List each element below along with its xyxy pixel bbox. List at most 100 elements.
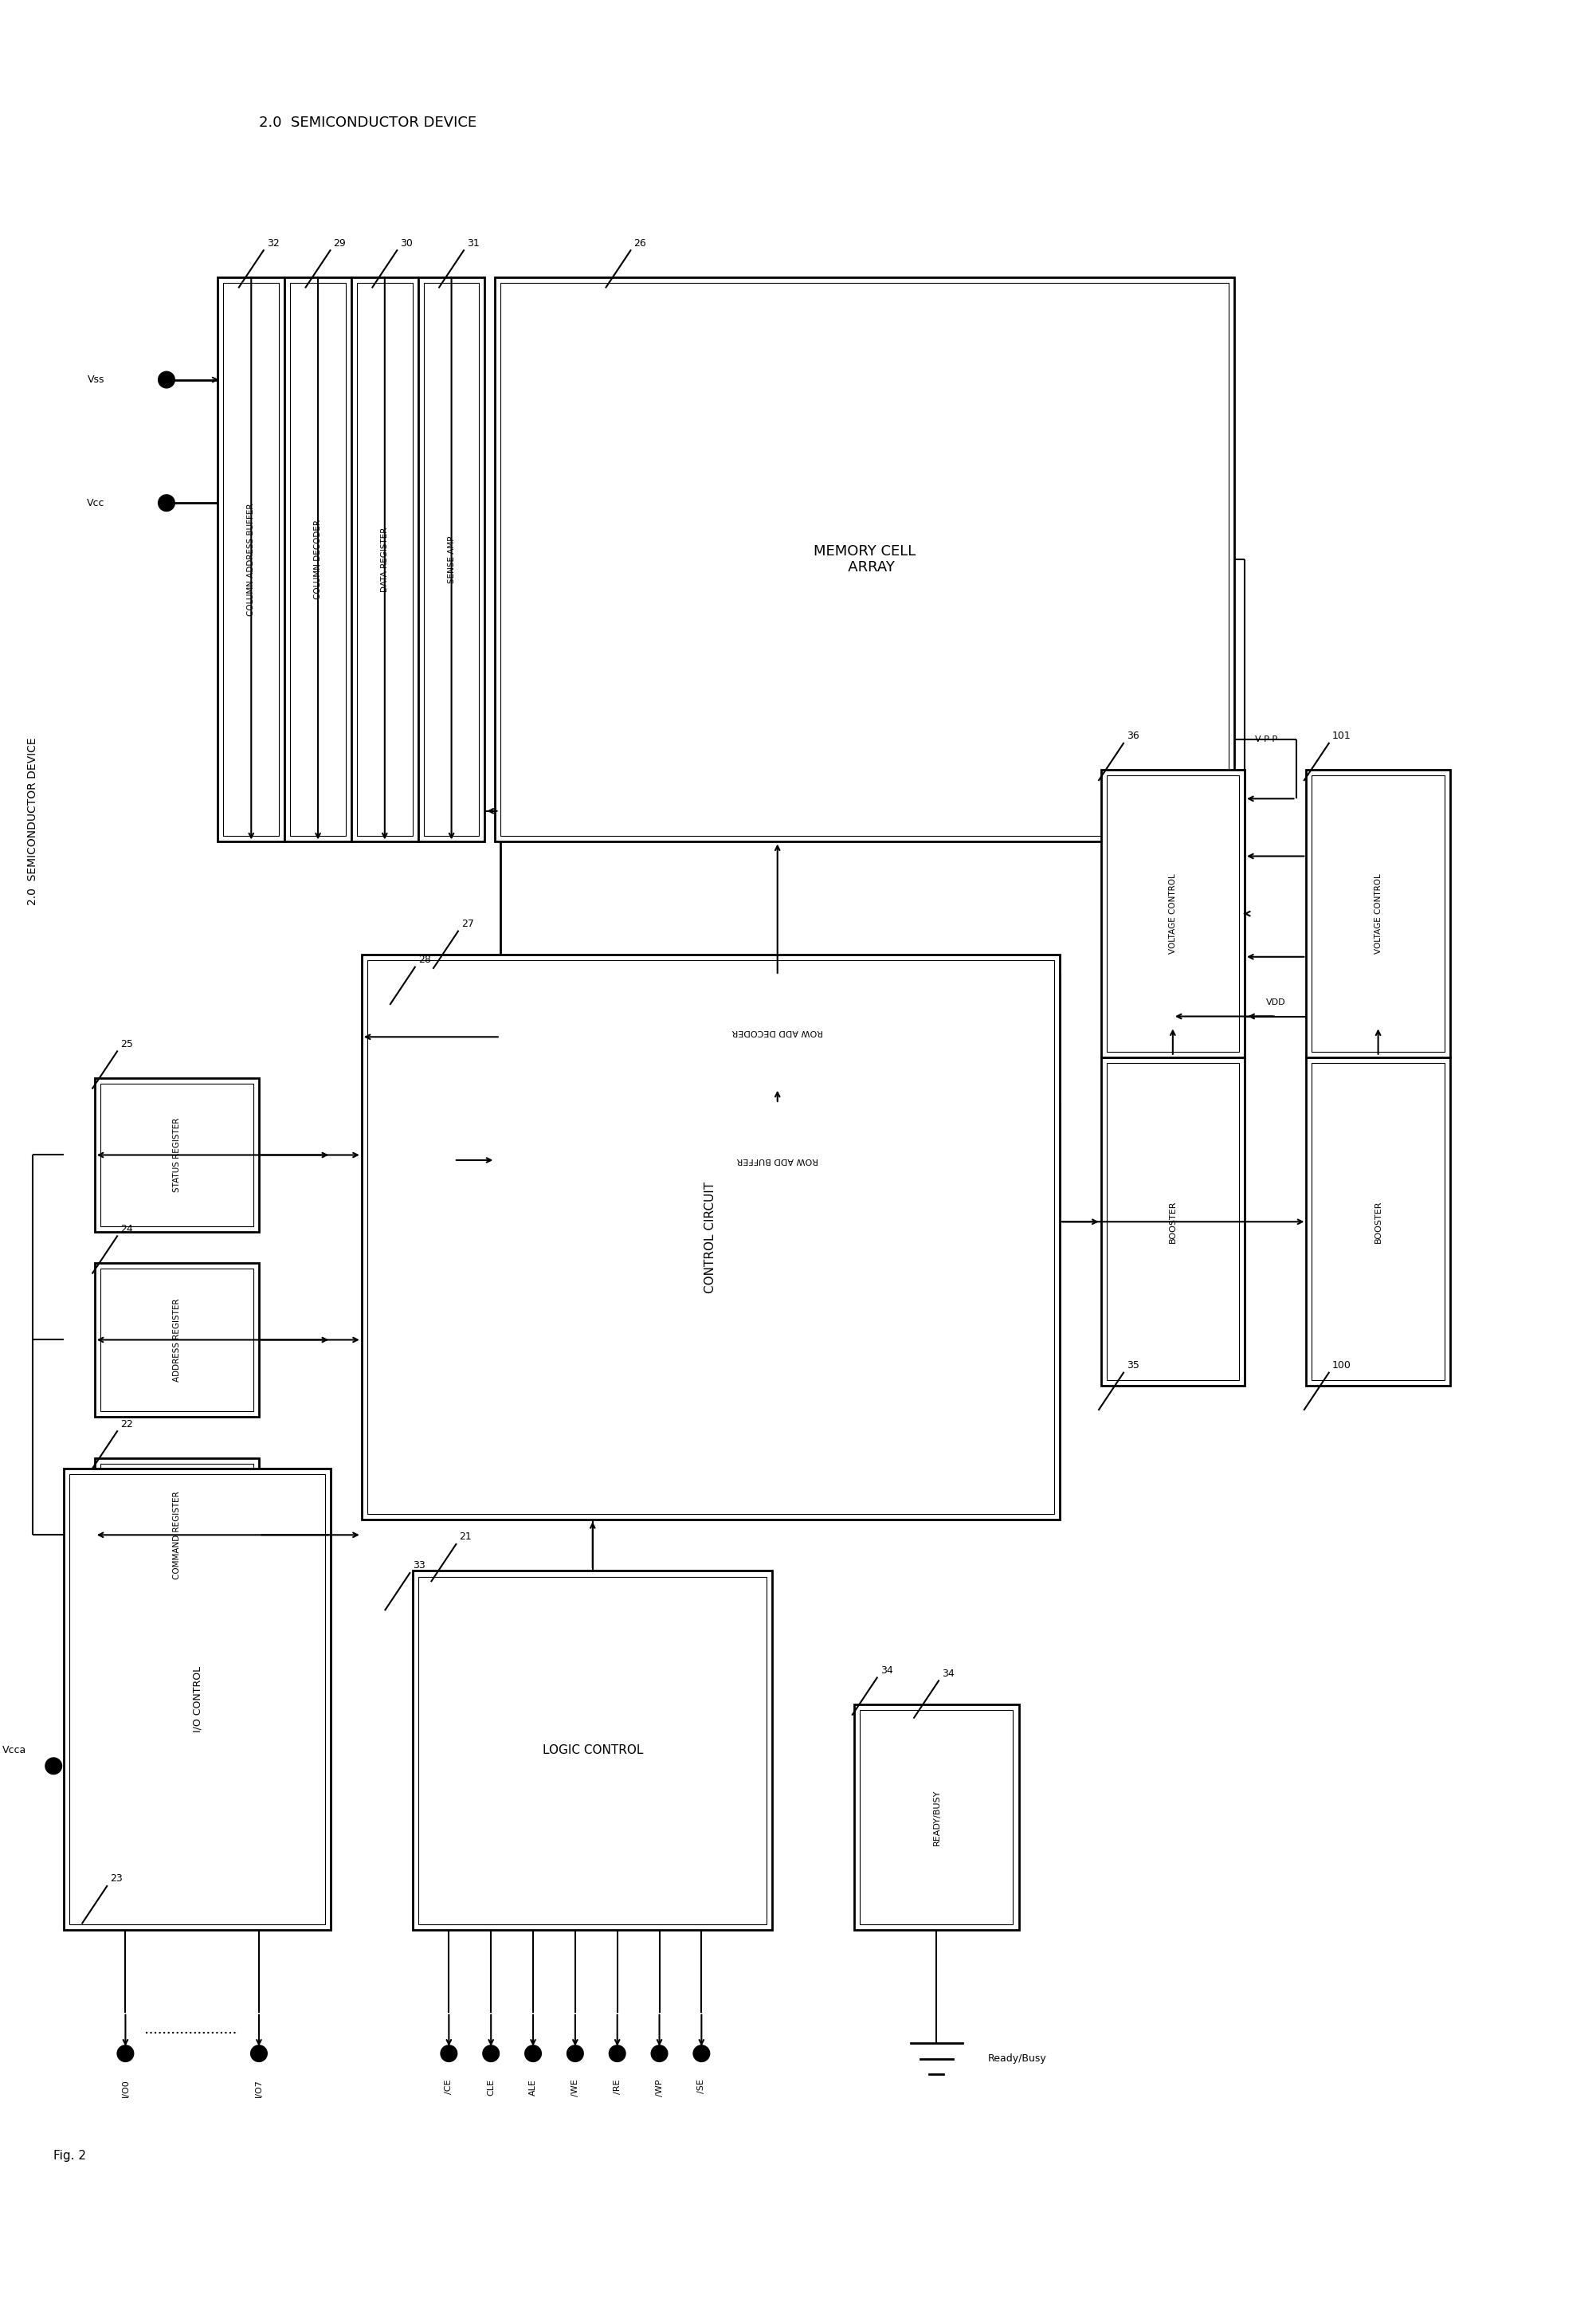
Bar: [290, 282, 346, 836]
Text: DATA REGISTER: DATA REGISTER: [381, 527, 389, 591]
Circle shape: [440, 2044, 456, 2063]
Bar: [1306, 1058, 1451, 1386]
Text: COMMAND REGISTER: COMMAND REGISTER: [172, 1490, 180, 1580]
Text: 2.0  SEMICONDUCTOR DEVICE: 2.0 SEMICONDUCTOR DEVICE: [259, 116, 477, 129]
Text: 32: 32: [267, 238, 279, 247]
Bar: [860, 1709, 1013, 1924]
Text: 34: 34: [942, 1668, 954, 1679]
Bar: [94, 1264, 259, 1416]
Text: COLUMN ADDRESS BUFFER: COLUMN ADDRESS BUFFER: [247, 504, 255, 617]
Bar: [1101, 1058, 1245, 1386]
Circle shape: [117, 2044, 134, 2063]
Text: 24: 24: [120, 1224, 132, 1234]
Circle shape: [651, 2044, 667, 2063]
Text: ADDRESS REGISTER: ADDRESS REGISTER: [172, 1298, 180, 1381]
Text: READY/BUSY: READY/BUSY: [932, 1790, 940, 1846]
Text: 22: 22: [120, 1418, 132, 1430]
Text: 25: 25: [120, 1040, 132, 1049]
Bar: [495, 277, 1234, 841]
Bar: [1306, 769, 1451, 1058]
Bar: [418, 1575, 766, 1924]
Bar: [94, 1079, 259, 1231]
Text: ALE: ALE: [530, 2079, 538, 2095]
Bar: [217, 277, 284, 841]
Text: 36: 36: [1127, 730, 1140, 742]
Bar: [70, 1474, 326, 1924]
Text: I/O0: I/O0: [121, 2079, 129, 2097]
Text: Vcc: Vcc: [86, 497, 105, 508]
Text: /CE: /CE: [445, 2079, 453, 2093]
Text: STATUS REGISTER: STATUS REGISTER: [172, 1118, 180, 1192]
Text: 27: 27: [461, 919, 474, 929]
Text: COLUMN DECODER: COLUMN DECODER: [314, 520, 322, 598]
Bar: [94, 1458, 259, 1612]
Bar: [101, 1268, 254, 1411]
Text: I/O7: I/O7: [255, 2079, 263, 2097]
Bar: [423, 282, 479, 836]
Circle shape: [693, 2044, 710, 2063]
Text: 26: 26: [634, 238, 646, 247]
Text: 23: 23: [110, 1873, 123, 1885]
Bar: [495, 1104, 1060, 1217]
Text: /WP: /WP: [656, 2079, 664, 2095]
Text: 29: 29: [334, 238, 346, 247]
Circle shape: [525, 2044, 541, 2063]
Text: I/O CONTROL: I/O CONTROL: [192, 1666, 203, 1732]
Text: CONTROL CIRCUIT: CONTROL CIRCUIT: [705, 1180, 717, 1294]
Text: V P P: V P P: [1254, 735, 1277, 744]
Circle shape: [45, 1758, 62, 1774]
Bar: [1106, 1063, 1238, 1381]
Bar: [501, 982, 1055, 1083]
Text: SENSE AMP: SENSE AMP: [447, 536, 455, 582]
Bar: [1312, 776, 1444, 1051]
Bar: [501, 1109, 1055, 1210]
Text: 28: 28: [418, 954, 431, 966]
Bar: [854, 1705, 1018, 1931]
Bar: [101, 1083, 254, 1227]
Text: 34: 34: [879, 1666, 892, 1675]
Text: BOOSTER: BOOSTER: [1168, 1201, 1176, 1243]
Text: LOGIC CONTROL: LOGIC CONTROL: [543, 1744, 643, 1756]
Bar: [1106, 776, 1238, 1051]
Text: 2.0  SEMICONDUCTOR DEVICE: 2.0 SEMICONDUCTOR DEVICE: [27, 737, 38, 906]
Circle shape: [482, 2044, 500, 2063]
Bar: [64, 1469, 330, 1931]
Text: VOLTAGE CONTROL: VOLTAGE CONTROL: [1168, 873, 1176, 954]
Text: 101: 101: [1333, 730, 1350, 742]
Bar: [362, 954, 1060, 1520]
Text: 30: 30: [401, 238, 413, 247]
Bar: [351, 277, 418, 841]
Bar: [1101, 769, 1245, 1058]
Text: 100: 100: [1333, 1361, 1350, 1370]
Bar: [284, 277, 351, 841]
Bar: [413, 1571, 772, 1931]
Text: ROW ADD DECODER: ROW ADD DECODER: [733, 1028, 824, 1035]
Text: ROW ADD BUFFER: ROW ADD BUFFER: [737, 1155, 819, 1164]
Text: BOOSTER: BOOSTER: [1374, 1201, 1382, 1243]
Text: 35: 35: [1127, 1361, 1140, 1370]
Text: /SE: /SE: [697, 2079, 705, 2093]
Bar: [101, 1465, 254, 1605]
Text: Ready/Busy: Ready/Busy: [988, 2054, 1047, 2063]
Circle shape: [610, 2044, 626, 2063]
Bar: [223, 282, 279, 836]
Bar: [418, 277, 485, 841]
Text: 31: 31: [468, 238, 479, 247]
Bar: [367, 961, 1055, 1513]
Text: CLE: CLE: [487, 2079, 495, 2095]
Circle shape: [251, 2044, 267, 2063]
Text: 21: 21: [460, 1532, 472, 1543]
Bar: [358, 282, 412, 836]
Text: 33: 33: [413, 1562, 426, 1571]
Bar: [495, 975, 1060, 1088]
Text: /WE: /WE: [571, 2079, 579, 2097]
Circle shape: [158, 372, 174, 388]
Text: VDD: VDD: [1266, 998, 1285, 1007]
Text: VOLTAGE CONTROL: VOLTAGE CONTROL: [1374, 873, 1382, 954]
Text: Fig. 2: Fig. 2: [54, 2151, 86, 2162]
Circle shape: [567, 2044, 584, 2063]
Bar: [1312, 1063, 1444, 1381]
Bar: [501, 282, 1229, 836]
Text: /RE: /RE: [613, 2079, 621, 2093]
Circle shape: [158, 494, 174, 511]
